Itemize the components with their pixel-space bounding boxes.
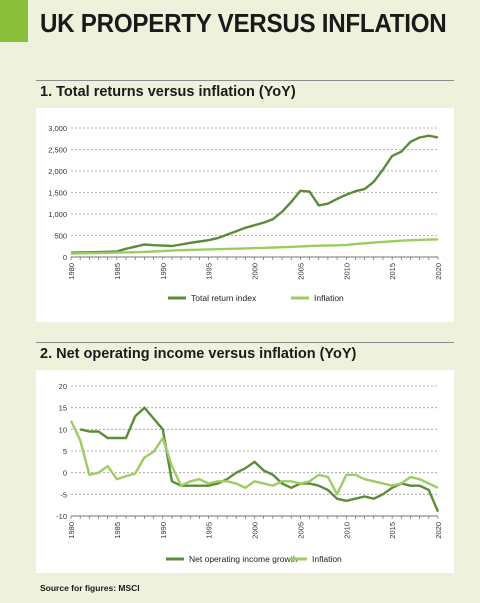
x-tick-label: 2020	[434, 522, 443, 539]
title-accent-bar	[0, 0, 28, 42]
source-note: Source for figures: MSCI	[40, 583, 140, 593]
x-tick-label: 1990	[159, 522, 168, 539]
legend-label: Inflation	[314, 293, 344, 303]
x-tick-label: 2020	[434, 263, 443, 280]
chart-2-panel: -10 -5 0 5 10 15 20 1980 1985 1990 1995 2000 2005 201…	[36, 370, 454, 573]
chart-2: -10 -5 0 5 10 15 20 1980 1985 1990 1995 2000 2005 201…	[56, 382, 443, 564]
x-tick-label: 1985	[113, 263, 122, 280]
y-tick-label: 1,000	[48, 210, 67, 219]
y-tick-label: 0	[63, 253, 67, 262]
y-tick-label: 2,500	[48, 146, 67, 155]
x-tick-label: 2015	[388, 522, 397, 539]
y-tick-label: 500	[54, 232, 67, 241]
y-tick-label: 3,000	[48, 124, 67, 133]
y-tick-label: 1,500	[48, 189, 67, 198]
section-rule-2	[36, 342, 454, 343]
y-tick-label: -5	[60, 490, 67, 499]
x-tick-label: 1980	[67, 522, 76, 539]
chart-1: 0 500 1,000 1,500 2,000 2,500 3,000 1980 1985 199…	[48, 124, 443, 303]
x-tick-label: 2005	[296, 522, 305, 539]
legend-label: Net operating income growth	[189, 554, 298, 564]
x-tick-label: 1995	[205, 263, 214, 280]
y-tick-label: -10	[56, 512, 67, 521]
x-tick-label: 2005	[296, 263, 305, 280]
x-tick-label: 2010	[342, 263, 351, 280]
y-tick-label: 2,000	[48, 167, 67, 176]
x-tick-label: 2000	[251, 522, 260, 539]
y-tick-label: 10	[59, 425, 67, 434]
x-tick-label: 2015	[388, 263, 397, 280]
x-tick-label: 1980	[67, 263, 76, 280]
y-tick-label: 20	[59, 382, 67, 391]
chart-1-title: 1. Total returns versus inflation (YoY)	[40, 84, 296, 100]
y-tick-label: 0	[63, 469, 67, 478]
legend-label: Inflation	[312, 554, 342, 564]
legend-label: Total return index	[191, 293, 257, 303]
chart-2-title: 2. Net operating income versus inflation…	[40, 346, 357, 362]
series-line-inflation	[69, 420, 439, 496]
x-tick-label: 1985	[113, 522, 122, 539]
y-tick-label: 5	[63, 447, 67, 456]
chart-1-panel: 0 500 1,000 1,500 2,000 2,500 3,000 1980 1985 199…	[36, 108, 454, 322]
series-line-inflation	[70, 238, 439, 255]
x-tick-label: 1995	[205, 522, 214, 539]
x-tick-label: 1990	[159, 263, 168, 280]
x-tick-label: 2000	[251, 263, 260, 280]
series-line-primary	[79, 406, 440, 513]
y-tick-label: 15	[59, 404, 67, 413]
section-rule-1	[36, 80, 454, 81]
page-title: UK PROPERTY VERSUS INFLATION	[40, 8, 447, 38]
series-line-primary	[70, 134, 439, 254]
x-tick-label: 2010	[342, 522, 351, 539]
